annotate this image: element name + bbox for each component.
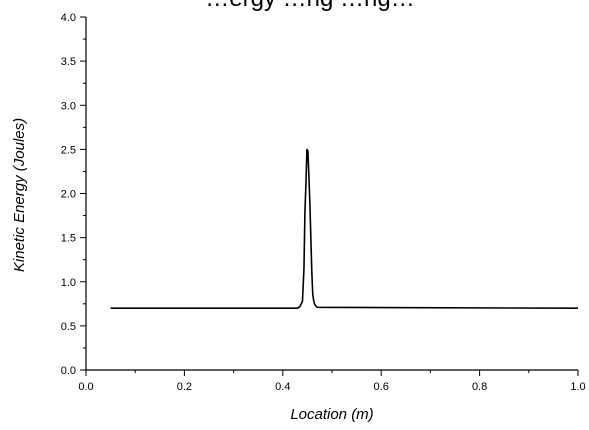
y-tick-label: 1.5 [61, 233, 76, 245]
y-tick-label: 1.0 [61, 277, 76, 289]
y-tick-label: 3.5 [61, 56, 76, 68]
x-axis: 0.0 0.2 0.4 0.6 0.8 1.0 [78, 370, 586, 393]
x-tick-label: 0.0 [78, 381, 93, 393]
y-tick-label: 4.0 [61, 12, 76, 24]
x-tick-label: 0.4 [275, 381, 290, 393]
y-tick-label: 3.0 [61, 100, 76, 112]
x-tick-label: 0.6 [374, 381, 389, 393]
chart-title: …ergy …ng …ng… [205, 0, 414, 12]
series-line-kinetic-energy [110, 148, 579, 310]
y-tick-label: 0.0 [61, 365, 76, 377]
y-axis: 0.0 0.5 1.0 1.5 2.0 2.5 3.0 3.5 4.0 [61, 12, 86, 377]
x-tick-label: 0.8 [472, 381, 487, 393]
x-tick-label: 1.0 [570, 381, 585, 393]
x-axis-title: Location (m) [290, 406, 373, 423]
x-tick-label: 0.2 [177, 381, 192, 393]
y-axis-title: Kinetic Energy (Joules) [11, 118, 28, 272]
y-tick-label: 2.5 [61, 144, 76, 156]
y-tick-label: 2.0 [61, 189, 76, 201]
y-tick-label: 0.5 [61, 321, 76, 333]
